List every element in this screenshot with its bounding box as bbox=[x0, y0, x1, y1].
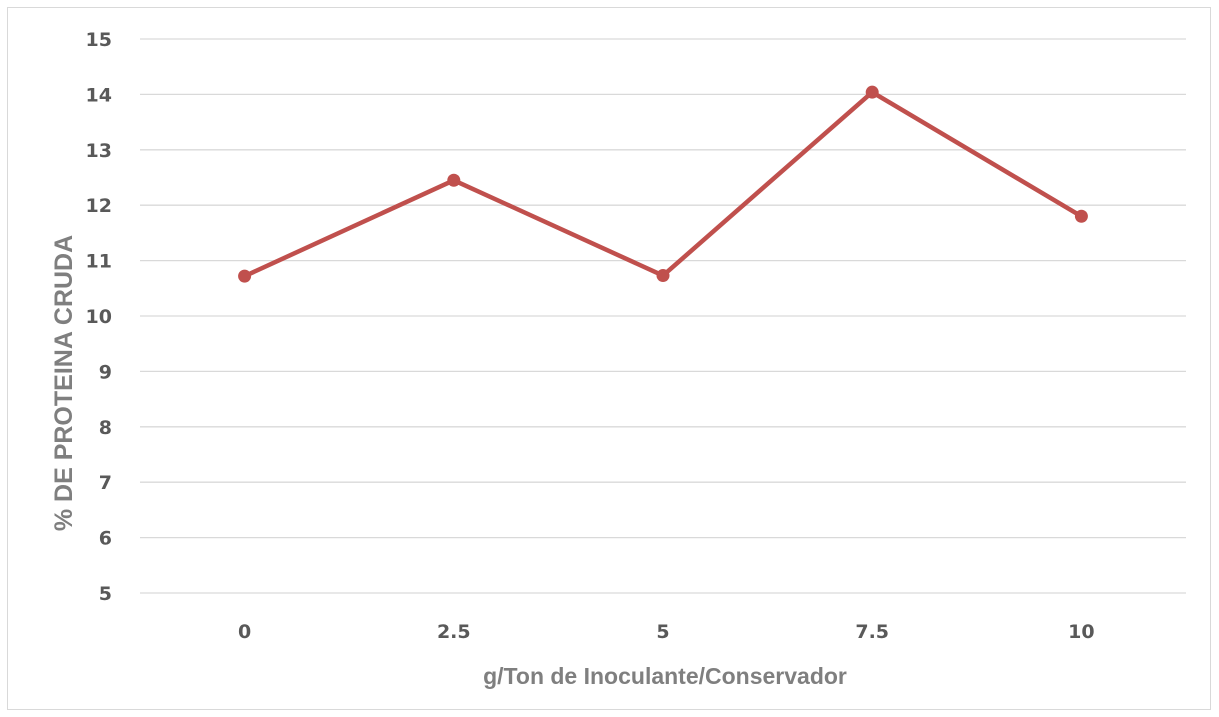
y-tick-label: 5 bbox=[99, 583, 112, 605]
data-point bbox=[1074, 209, 1088, 223]
series-points bbox=[238, 85, 1088, 283]
x-tick-label: 5 bbox=[656, 621, 669, 643]
y-axis-ticks: 5 6 7 8 9 10 11 12 13 14 15 bbox=[86, 29, 112, 605]
y-tick-label: 10 bbox=[86, 306, 112, 328]
gridlines bbox=[140, 38, 1186, 594]
x-tick-label: 7.5 bbox=[855, 621, 889, 643]
y-tick-label: 13 bbox=[86, 140, 112, 162]
series-line-path bbox=[242, 89, 1084, 279]
data-point bbox=[656, 269, 670, 283]
x-tick-label: 2.5 bbox=[437, 621, 471, 643]
y-tick-label: 12 bbox=[86, 195, 112, 217]
x-tick-label: 0 bbox=[238, 621, 251, 643]
y-tick-label: 15 bbox=[86, 29, 112, 51]
x-tick-label: 10 bbox=[1068, 621, 1094, 643]
y-tick-label: 6 bbox=[99, 528, 112, 550]
series-line bbox=[242, 89, 1084, 279]
x-axis-title: g/Ton de Inoculante/Conservador bbox=[483, 663, 847, 689]
data-point bbox=[447, 173, 461, 187]
y-tick-label: 14 bbox=[86, 84, 112, 106]
data-point bbox=[238, 269, 252, 283]
y-tick-label: 7 bbox=[99, 472, 112, 494]
y-axis-title: % DE PROTEINA CRUDA bbox=[50, 235, 78, 531]
data-point bbox=[865, 85, 879, 99]
y-tick-label: 11 bbox=[86, 251, 112, 273]
y-tick-label: 9 bbox=[99, 361, 112, 383]
x-axis-ticks: 0 2.5 5 7.5 10 bbox=[238, 621, 1095, 643]
y-tick-label: 8 bbox=[99, 417, 112, 439]
